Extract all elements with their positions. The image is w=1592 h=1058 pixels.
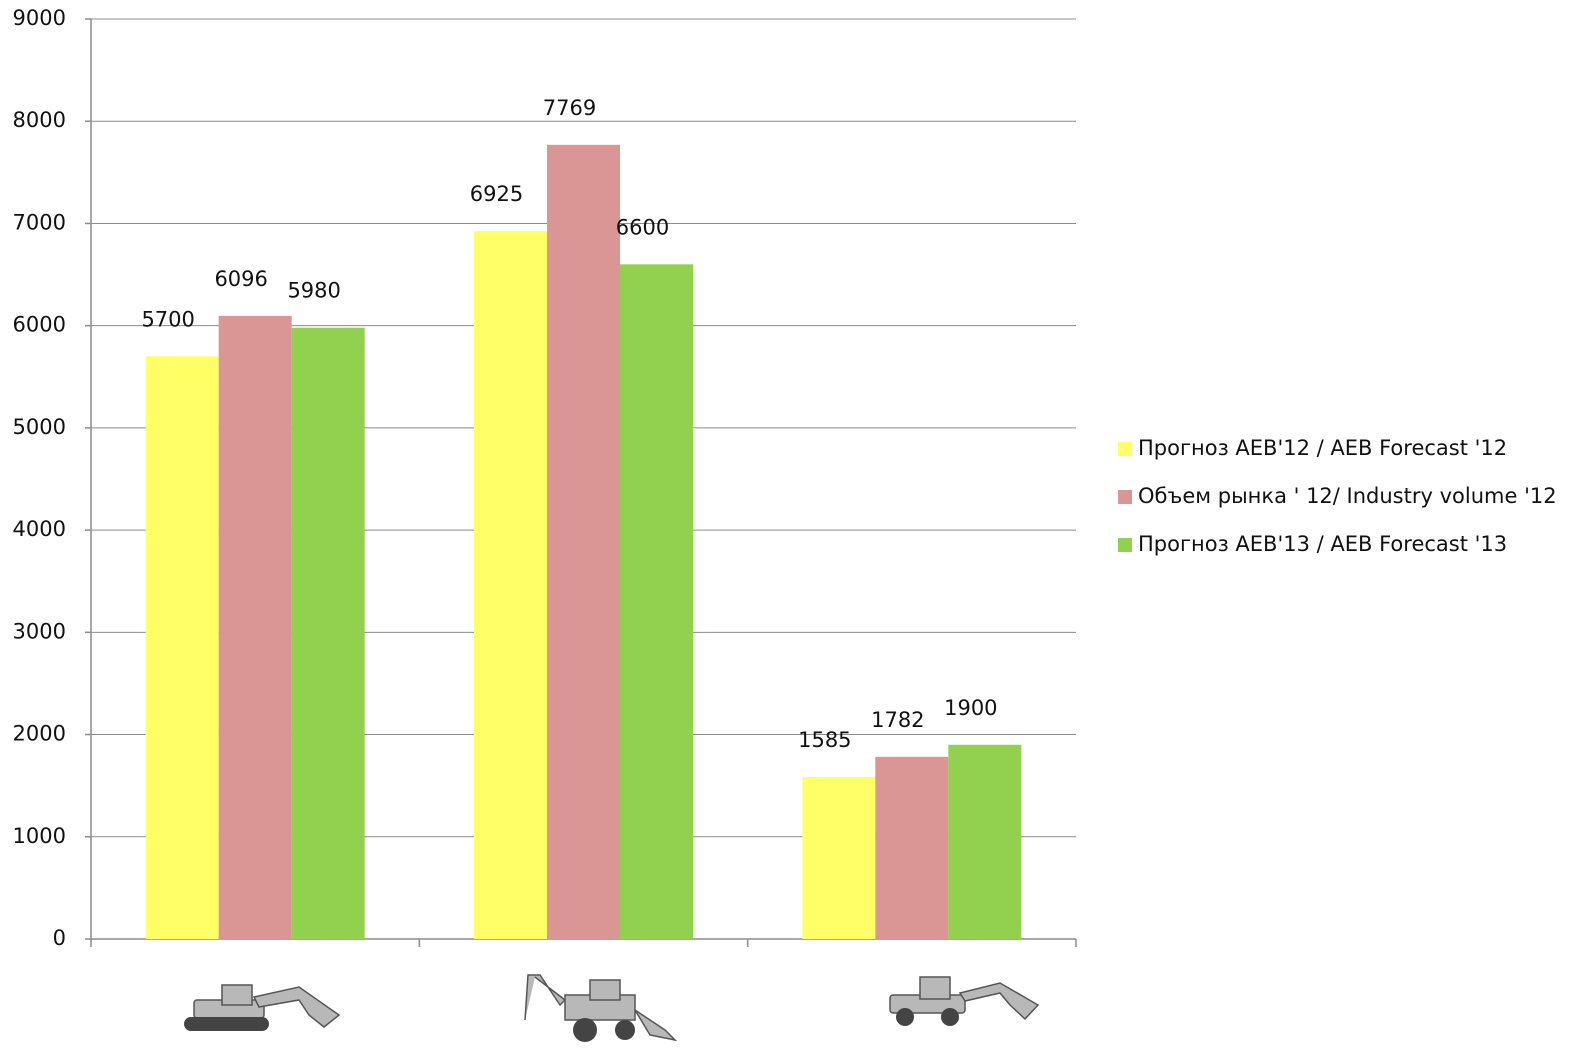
y-tick-label: 4000 <box>13 517 66 541</box>
data-label: 1585 <box>798 728 851 752</box>
bar <box>875 756 949 939</box>
bar <box>218 315 292 939</box>
machine-icon <box>524 974 678 1042</box>
y-tick-label: 9000 <box>13 6 66 30</box>
legend-swatch <box>1118 538 1132 552</box>
machine-icon <box>184 984 341 1031</box>
legend-label: Прогноз AEB'12 / AEB Forecast '12 <box>1138 436 1507 460</box>
data-label: 6925 <box>470 182 523 206</box>
y-tick-label: 2000 <box>13 722 66 746</box>
data-label: 5980 <box>287 279 340 303</box>
bar <box>474 231 547 940</box>
data-label: 6600 <box>616 215 669 239</box>
y-tick-label: 0 <box>53 926 66 950</box>
y-tick-label: 8000 <box>13 108 66 132</box>
bar <box>802 776 876 939</box>
legend-label: Объем рынка ' 12/ Industry volume '12 <box>1138 484 1557 508</box>
bar <box>291 327 365 939</box>
y-tick-label: 1000 <box>13 824 66 848</box>
y-tick-label: 5000 <box>13 415 66 439</box>
legend-swatch <box>1118 442 1132 456</box>
data-label: 7769 <box>543 96 596 120</box>
bar <box>948 744 1022 939</box>
data-label: 6096 <box>214 267 267 291</box>
data-label: 1900 <box>944 696 997 720</box>
machine-icon <box>889 976 1040 1026</box>
bar <box>620 264 693 939</box>
legend-swatch <box>1118 490 1132 504</box>
bar <box>547 144 620 939</box>
y-tick-label: 6000 <box>13 313 66 337</box>
y-tick-label: 7000 <box>13 210 66 234</box>
data-label: 1782 <box>871 708 924 732</box>
y-tick-label: 3000 <box>13 619 66 643</box>
legend-label: Прогноз AEB'13 / AEB Forecast '13 <box>1138 532 1507 556</box>
bar <box>145 356 219 939</box>
data-label: 5700 <box>141 307 194 331</box>
